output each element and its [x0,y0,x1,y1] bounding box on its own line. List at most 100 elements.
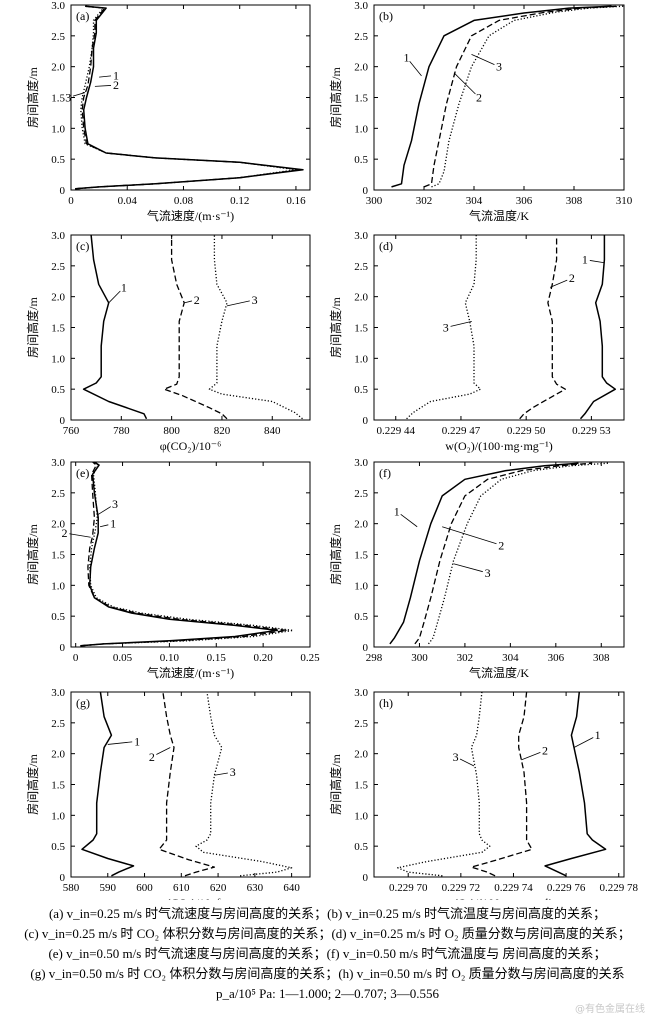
y-axis-label: 房间高度/m [328,297,343,358]
x-tick-label: 308 [593,652,610,664]
curve-label-leader [72,92,86,97]
x-tick-label: 302 [416,195,433,207]
y-tick-label: 3.0 [51,230,65,242]
x-tick-label: 0.04 [118,195,138,207]
y-axis-label: 房间高度/m [25,297,40,358]
y-tick-label: 0 [60,872,66,884]
series-line-1 [75,5,304,190]
y-tick-label: 1.0 [51,810,65,822]
panel-label: (e) [76,466,89,480]
x-tick-label: 0.229 76 [547,882,586,894]
caption-line-3: (e) v_in=0.50 m/s 时气流速度与房间高度的关系；(f) v_in… [48,946,607,961]
curve-label-leader [453,72,476,95]
y-tick-label: 0 [363,185,369,197]
y-tick-label: 2.0 [354,62,368,74]
plot-frame [70,461,311,648]
series-line-1 [544,691,607,877]
curve-label: 2 [61,526,67,540]
plot-frame [70,691,311,878]
y-tick-label: 0 [363,642,369,654]
x-tick-label: 0.229 50 [507,425,546,437]
y-tick-label: 2.0 [354,292,368,304]
series-line-2 [519,235,566,420]
y-tick-label: 3.0 [354,687,368,699]
y-tick-label: 1.5 [354,780,368,792]
y-tick-label: 0.5 [51,841,65,853]
y-tick-label: 1.5 [51,323,65,335]
curve-label-leader [459,758,475,767]
series-line-2 [470,691,533,877]
curve-label-leader [97,506,112,515]
series-line-3 [80,461,294,647]
x-tick-label: 306 [516,195,533,207]
y-tick-label: 3.0 [51,0,65,12]
y-tick-label: 2.5 [51,488,65,500]
curve-label-leader [156,747,171,755]
curve-label-leader [226,300,250,307]
y-tick-label: 2.0 [51,62,65,74]
curve-label: 2 [498,538,504,552]
series-line-3 [427,462,609,645]
y-axis-label: 房间高度/m [25,754,40,815]
y-tick-label: 3.0 [51,687,65,699]
x-tick-label: 300 [411,652,428,664]
x-tick-label: 0 [73,652,79,664]
y-tick-label: 2.5 [51,261,65,273]
x-tick-label: 760 [63,425,80,437]
x-tick-label: 620 [210,882,227,894]
chart-panel-a: 0 0.04 0.08 0.12 0.16 0 0.5 1.0 1.5 2.0 2.5 3.0 (a) 气… [25,0,311,223]
curve-label: 3 [443,321,449,335]
curve-label: 3 [252,293,258,307]
x-tick-label: 590 [100,882,117,894]
x-tick-label: 0.229 78 [599,882,638,894]
curve-label-leader [442,526,497,545]
panel-label: (b) [379,9,393,23]
x-tick-label: 0.05 [113,652,133,664]
curve-label-leader [99,75,112,78]
chart-panel-h: 0.229 70 0.229 72 0.229 74 0.229 76 0.229 78… [328,687,638,900]
chart-panel-e: 0 0.05 0.10 0.15 0.20 0.25 0 0.5 1.0 1.5 2.0 2.5 3.0… [25,457,320,680]
curve-label: 2 [542,744,548,758]
curve-label: 2 [149,750,155,764]
x-axis-label: 气流速度/(m·s⁻¹) [147,665,234,680]
y-tick-label: 0.5 [354,841,368,853]
y-tick-label: 0.5 [51,611,65,623]
x-axis-label: w(O₂)/(100·mg·mg⁻¹) [445,439,552,453]
y-tick-label: 2.5 [51,31,65,43]
x-tick-label: 640 [283,882,300,894]
series-line-2 [75,5,301,190]
y-tick-label: 0.5 [354,611,368,623]
y-axis-label: 房间高度/m [25,524,40,585]
x-tick-label: 610 [173,882,190,894]
watermark: @有色金属在线 [575,1004,645,1015]
curve-label-leader [99,524,109,528]
x-tick-label: 0.08 [174,195,194,207]
y-tick-label: 1.5 [354,93,368,105]
y-tick-label: 0 [363,415,369,427]
curve-label: 1 [134,734,140,748]
x-tick-label: 0.229 72 [442,882,481,894]
y-tick-label: 2.5 [354,261,368,273]
panel-label: (f) [379,466,391,480]
y-tick-label: 2.5 [354,488,368,500]
x-tick-label: 300 [366,195,383,207]
x-tick-label: 580 [63,882,80,894]
chart-panel-c: 760 780 800 820 840 0 0.5 1.0 1.5 2.0 2.5 3.0 (c) φ(C… [25,230,311,453]
curve-label: 3 [112,497,118,511]
y-tick-label: 0.5 [51,384,65,396]
y-tick-label: 2.0 [354,749,368,761]
curve-label: 1 [121,280,127,294]
y-tick-label: 2.5 [51,718,65,730]
curve-label-leader [69,533,91,538]
y-tick-label: 1.5 [51,93,65,105]
x-tick-label: 304 [466,195,483,207]
plot-frame [373,691,625,878]
y-tick-label: 1.0 [354,810,368,822]
series-line-3 [406,235,482,420]
y-tick-label: 3.0 [354,230,368,242]
y-tick-label: 1.0 [51,580,65,592]
x-tick-label: 0.229 44 [376,425,415,437]
y-tick-label: 0.5 [354,384,368,396]
x-tick-label: 302 [457,652,474,664]
caption-line-4: (g) v_in=0.50 m/s 时 CO₂ 体积分数与房间高度的关系；(h)… [30,966,625,981]
